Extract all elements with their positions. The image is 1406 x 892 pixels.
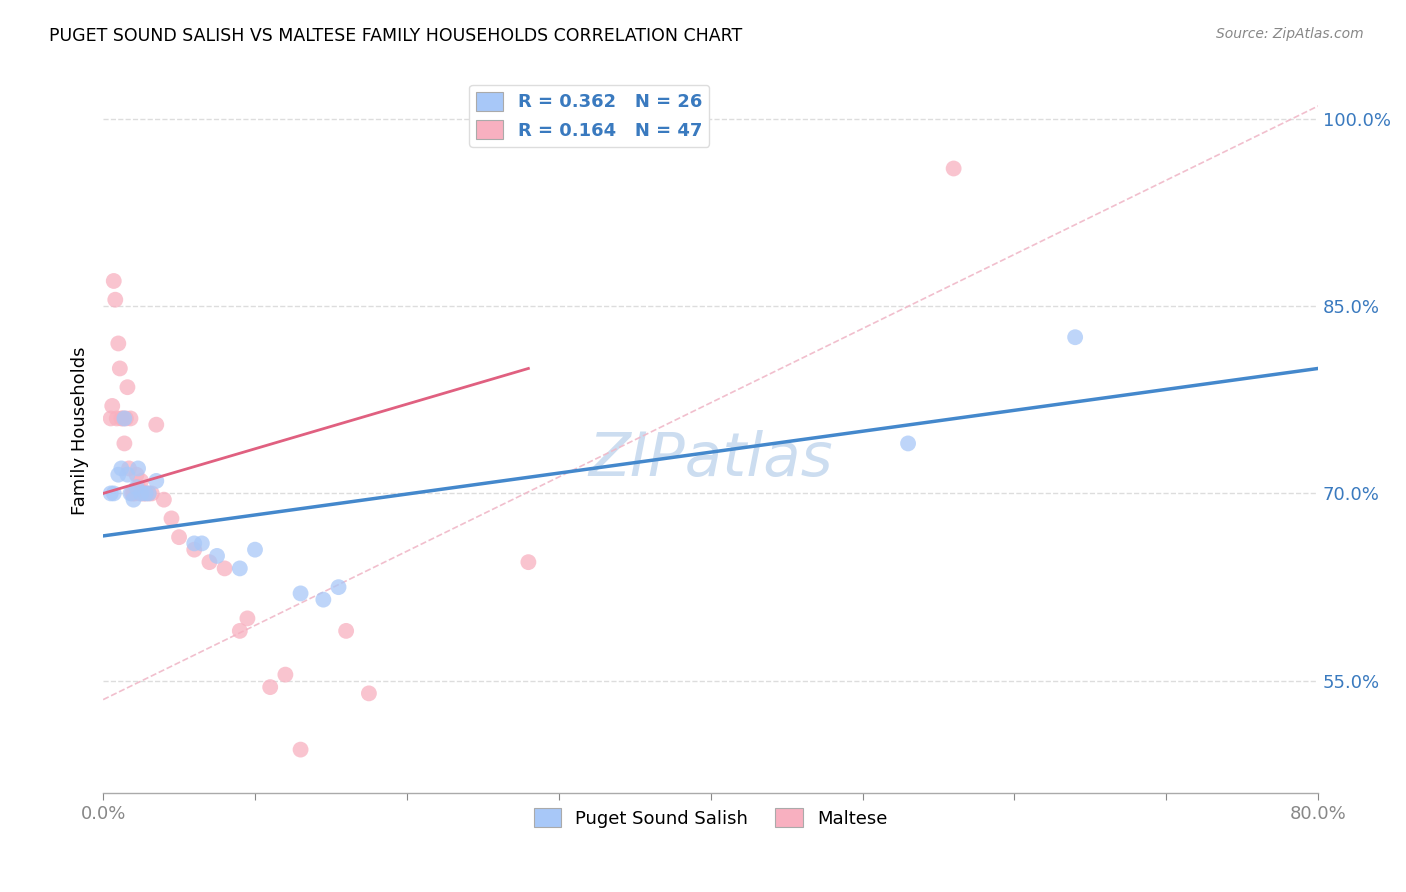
Point (141, 486, 163, 500)
Point (129, 474, 152, 488)
Point (167, 530, 190, 544)
Point (115, 411, 138, 425)
Point (160, 511, 183, 525)
Text: Source: ZipAtlas.com: Source: ZipAtlas.com (1216, 27, 1364, 41)
Point (100, 486, 122, 500)
Point (214, 561, 236, 575)
Point (229, 624, 252, 638)
Point (101, 399, 124, 413)
Point (198, 555, 221, 569)
Point (125, 467, 148, 482)
Point (110, 461, 132, 475)
Point (127, 461, 149, 475)
Point (117, 467, 139, 482)
Point (243, 542, 266, 557)
Point (103, 486, 125, 500)
Y-axis label: Family Households: Family Households (72, 347, 89, 516)
Point (120, 411, 142, 425)
Point (127, 480, 149, 494)
Point (105, 411, 128, 425)
Legend: Puget Sound Salish, Maltese: Puget Sound Salish, Maltese (527, 801, 894, 835)
Point (118, 461, 141, 475)
Point (110, 411, 132, 425)
Point (112, 411, 135, 425)
Point (121, 486, 143, 500)
Point (104, 293, 127, 307)
Point (191, 536, 214, 550)
Point (259, 680, 281, 694)
Point (312, 592, 335, 607)
Point (108, 361, 131, 376)
Point (117, 380, 139, 394)
Point (328, 580, 350, 594)
Point (290, 742, 312, 756)
Point (124, 486, 146, 500)
Text: ZIPatlas: ZIPatlas (588, 431, 832, 490)
Point (942, 161, 965, 176)
Point (153, 492, 176, 507)
Point (129, 486, 152, 500)
Point (103, 274, 125, 288)
Point (183, 536, 205, 550)
Point (145, 474, 167, 488)
Point (131, 486, 153, 500)
Point (135, 486, 157, 500)
Point (897, 436, 920, 450)
Point (135, 486, 157, 500)
Point (335, 624, 357, 638)
Point (183, 542, 205, 557)
Point (236, 611, 259, 625)
Point (128, 486, 150, 500)
Point (357, 686, 380, 700)
Point (111, 411, 134, 425)
Point (120, 486, 142, 500)
Point (125, 480, 148, 494)
Point (134, 486, 156, 500)
Point (107, 467, 129, 482)
Point (122, 492, 145, 507)
Point (112, 436, 135, 450)
Point (274, 667, 297, 681)
Point (205, 549, 228, 563)
Point (138, 486, 160, 500)
Point (290, 586, 312, 600)
Point (138, 486, 160, 500)
Point (100, 411, 122, 425)
Point (122, 486, 145, 500)
Text: PUGET SOUND SALISH VS MALTESE FAMILY HOUSEHOLDS CORRELATION CHART: PUGET SOUND SALISH VS MALTESE FAMILY HOU… (49, 27, 742, 45)
Point (145, 417, 167, 432)
Point (517, 555, 540, 569)
Point (107, 336, 129, 351)
Point (229, 561, 252, 575)
Point (1064, 330, 1087, 344)
